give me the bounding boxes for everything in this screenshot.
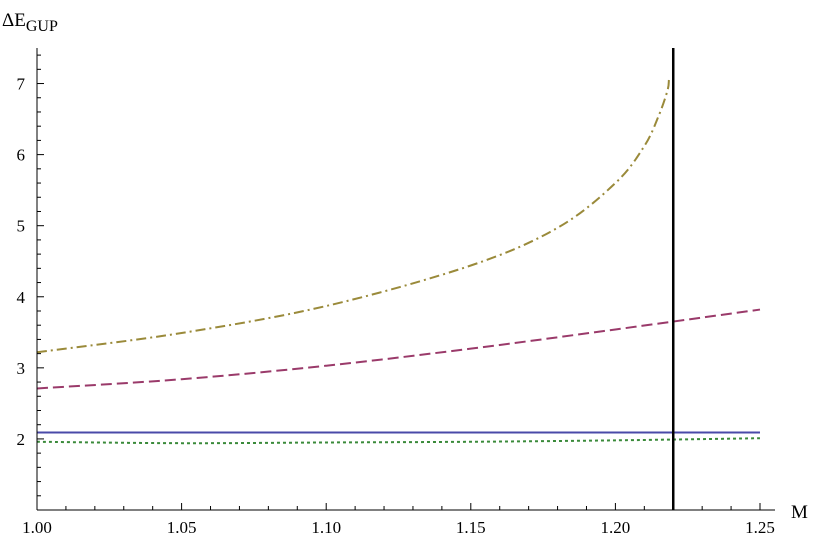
- x-axis-label: M: [791, 502, 808, 523]
- y-tick-label: 5: [17, 217, 26, 236]
- y-axis-label-main: ΔE: [2, 10, 26, 31]
- y-tick-label: 2: [17, 430, 26, 449]
- series-line-dashdot: [36, 79, 670, 354]
- y-tick-label: 4: [17, 288, 26, 307]
- y-axis-label: ΔEGUP: [2, 10, 58, 35]
- y-tick-label: 6: [17, 146, 26, 165]
- y-tick-label: 3: [17, 359, 26, 378]
- x-tick-label: 1.05: [167, 518, 197, 537]
- x-tick-label: 1.25: [745, 518, 775, 537]
- x-tick-label: 1.10: [311, 518, 341, 537]
- series-layer: [36, 79, 761, 445]
- x-tick-label: 1.15: [456, 518, 486, 537]
- x-tick-label: 1.20: [601, 518, 631, 537]
- axis-layer: [36, 48, 775, 511]
- y-tick-label: 7: [17, 75, 26, 94]
- series-line-dashed: [36, 308, 761, 390]
- x-tick-label: 1.00: [22, 518, 52, 537]
- tick-layer: 1.00 1.05 1.10 1.15 1.20 1.25 2 3 4 5 6 7: [17, 54, 775, 537]
- y-axis-label-sub: GUP: [26, 18, 58, 35]
- series-line-dotted: [36, 437, 761, 445]
